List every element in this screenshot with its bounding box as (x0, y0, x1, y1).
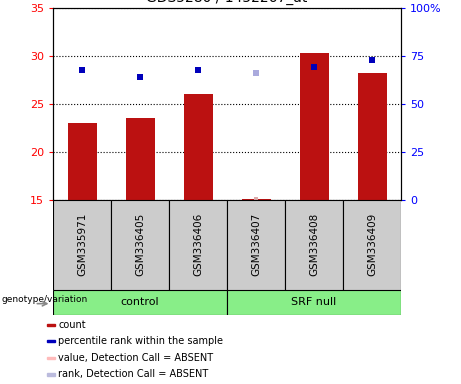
Text: count: count (59, 320, 86, 330)
Point (78, 67, 86, 73)
Bar (358, 73, 387, 200)
Text: SRF null: SRF null (291, 297, 337, 308)
Point (195, 67, 202, 73)
Text: GSM335971: GSM335971 (77, 213, 87, 276)
Bar (47, 340, 55, 343)
Bar (285, 200, 343, 290)
Bar (343, 200, 401, 290)
Bar (53, 200, 111, 290)
Bar (227, 200, 285, 290)
Bar (67, 123, 96, 200)
Text: value, Detection Call = ABSENT: value, Detection Call = ABSENT (59, 353, 213, 363)
Bar (300, 53, 329, 200)
Bar (227, 290, 401, 315)
Text: GSM336406: GSM336406 (193, 213, 203, 276)
Text: GSM336408: GSM336408 (309, 213, 319, 276)
Bar (53, 290, 227, 315)
Text: GSM336405: GSM336405 (135, 213, 145, 276)
Point (252, 196, 260, 202)
Text: GSM336409: GSM336409 (367, 213, 377, 276)
Bar (183, 94, 213, 200)
Bar (111, 200, 169, 290)
Bar (47, 373, 55, 376)
Text: control: control (121, 297, 160, 308)
Bar (47, 356, 55, 359)
Bar (242, 199, 271, 200)
Bar (125, 118, 154, 200)
Text: rank, Detection Call = ABSENT: rank, Detection Call = ABSENT (59, 369, 209, 379)
Text: percentile rank within the sample: percentile rank within the sample (59, 336, 224, 346)
Bar (169, 200, 227, 290)
Title: GDS5280 / 1452267_at: GDS5280 / 1452267_at (146, 0, 308, 5)
Point (368, 57, 376, 63)
Point (310, 64, 318, 70)
Text: genotype/variation: genotype/variation (1, 295, 87, 305)
Point (252, 70, 260, 76)
Text: GSM336407: GSM336407 (251, 213, 261, 276)
Bar (47, 324, 55, 326)
Point (136, 74, 144, 80)
